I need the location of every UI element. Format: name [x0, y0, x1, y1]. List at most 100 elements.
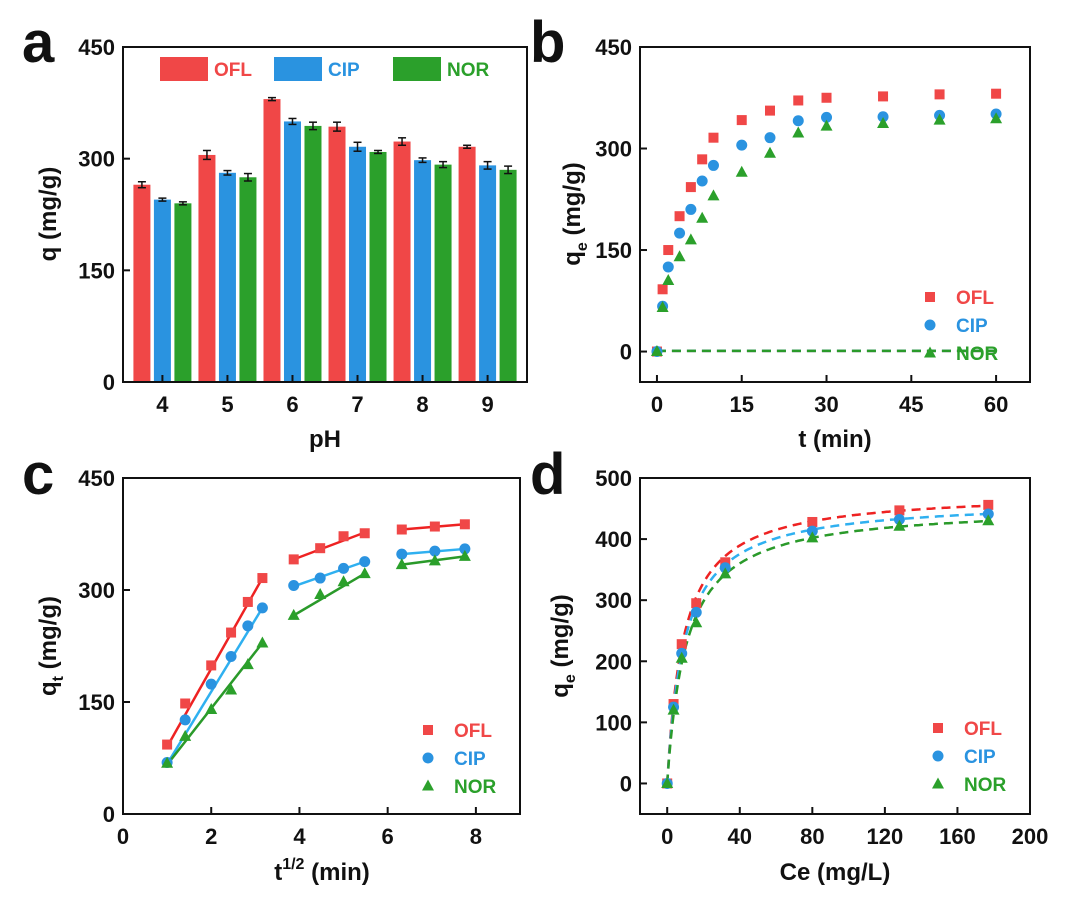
x-tick-label: 120 [867, 824, 904, 849]
x-tick-label: 6 [382, 824, 394, 849]
x-axis-label: t1/2 (min) [274, 856, 370, 886]
point-ofl [793, 95, 804, 106]
bar-cip [349, 146, 367, 382]
bar-nor [239, 177, 257, 382]
legend-label-nor: NOR [454, 777, 497, 798]
legend-label-cip: CIP [454, 749, 486, 770]
y-tick-label: 450 [78, 35, 115, 60]
point-cip [314, 572, 326, 584]
point-cip [225, 650, 237, 662]
legend-swatch-cip [274, 57, 322, 81]
point-ofl [429, 521, 440, 532]
bar-cip [479, 165, 497, 382]
y-tick-label: 300 [78, 147, 115, 172]
x-tick-label: 80 [800, 824, 824, 849]
bar-cip [414, 160, 432, 382]
point-cip [685, 203, 697, 215]
axes-frame [122, 477, 521, 815]
panel-letter-c: c [22, 442, 54, 507]
point-nor [667, 703, 680, 715]
point-nor [719, 567, 732, 579]
bar-cip [283, 121, 301, 382]
x-axis-label-main: t [274, 859, 282, 886]
point-nor [337, 575, 350, 587]
point-cip [674, 227, 686, 239]
point-nor [684, 233, 697, 245]
point-cip [429, 545, 441, 557]
point-nor [820, 119, 833, 131]
x-tick-label: 6 [286, 392, 298, 417]
point-ofl [396, 524, 407, 535]
panel-letter-b: b [530, 10, 565, 75]
point-nor [933, 113, 946, 125]
chart-a: 4 5 6 7 8 9 0 150 300 450 pH q (mg/g) OFL CIP NOR [35, 35, 528, 453]
bar-ofl [133, 184, 151, 382]
point-cip [893, 514, 905, 526]
x-tick-label: 0 [117, 824, 129, 849]
point-cip [256, 602, 268, 614]
point-cip [690, 606, 702, 618]
point-ofl [691, 598, 702, 609]
bar-ofl [458, 146, 476, 382]
point-cip [288, 580, 300, 592]
point-ofl [708, 132, 719, 143]
y-tick-label: 450 [595, 35, 632, 60]
y-axis-label: qe (mg/g) [559, 162, 591, 266]
point-nor [656, 301, 669, 313]
point-ofl [206, 660, 217, 671]
point-ofl [663, 245, 674, 256]
legend-marker-nor [422, 779, 434, 791]
fit-line-nor [293, 572, 366, 617]
y-tick-label: 0 [620, 771, 632, 796]
x-tick-label: 30 [814, 392, 838, 417]
point-nor [675, 651, 688, 663]
fit-curve-cip [665, 512, 991, 784]
point-nor [358, 567, 371, 579]
point-nor [225, 683, 238, 695]
point-ofl [162, 739, 173, 750]
y-axis-label-main: q [559, 251, 586, 266]
y-axis-label-main: q [35, 681, 62, 696]
point-ofl [991, 88, 1002, 99]
legend-marker-ofl [423, 725, 433, 735]
point-nor [428, 554, 441, 566]
legend-marker-ofl [933, 723, 943, 733]
point-nor [735, 165, 748, 177]
x-tick-label: 160 [939, 824, 976, 849]
point-nor [982, 514, 995, 526]
x-tick-label: 45 [899, 392, 923, 417]
point-cip [736, 139, 748, 151]
panel-letter-a: a [22, 10, 55, 75]
point-ofl [459, 519, 470, 530]
y-tick-label: 0 [103, 370, 115, 395]
legend-marker-ofl [925, 292, 935, 302]
point-cip [359, 556, 371, 568]
point-ofl [674, 211, 685, 222]
y-tick-label: 300 [78, 578, 115, 603]
point-cip [707, 159, 719, 171]
legend-label-cip: CIP [956, 316, 988, 337]
axes-frame [122, 46, 528, 383]
x-axis-label: t (min) [798, 426, 871, 453]
point-ofl [288, 554, 299, 565]
point-ofl [894, 505, 905, 516]
point-ofl [242, 596, 253, 607]
point-nor [877, 116, 890, 128]
point-ofl [685, 182, 696, 193]
legend-label-nor: NOR [964, 775, 1007, 796]
fit-line-ofl [293, 531, 366, 561]
y-axis-label-sub: e [574, 242, 591, 251]
x-tick-label: 9 [481, 392, 493, 417]
point-nor [893, 519, 906, 531]
legend-marker-nor [924, 346, 936, 358]
point-nor [806, 531, 819, 543]
legend-swatch-nor [393, 57, 441, 81]
point-nor [650, 345, 663, 357]
y-tick-label: 300 [595, 588, 632, 613]
point-nor [690, 616, 703, 628]
bar-cip [153, 199, 171, 382]
x-tick-label: 8 [470, 824, 482, 849]
point-ofl [697, 154, 708, 165]
y-tick-label: 0 [620, 340, 632, 365]
legend-marker-nor [932, 777, 944, 789]
